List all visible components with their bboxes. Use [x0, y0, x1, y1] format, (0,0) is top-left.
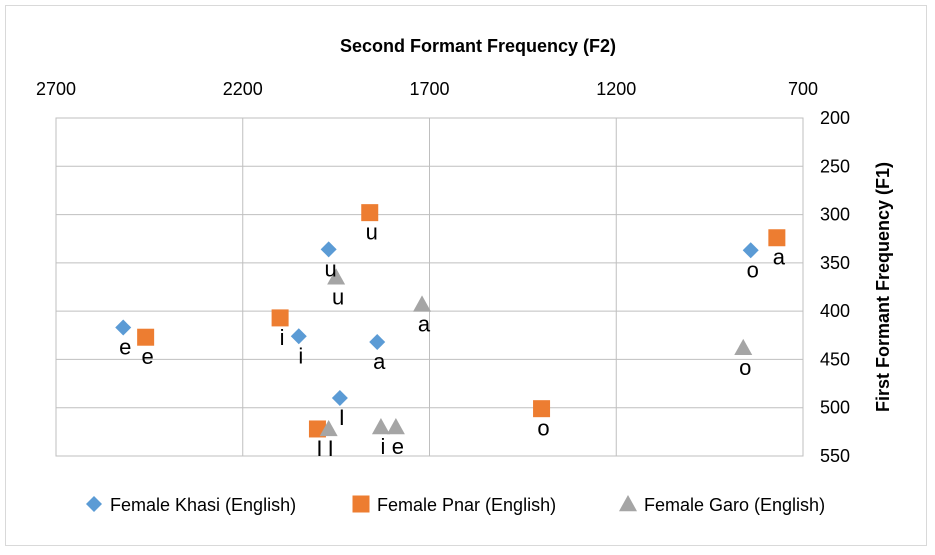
point-label: i [280, 325, 285, 350]
x-tick-label: 700 [788, 79, 818, 99]
chart-frame: 2700 2200 1700 1200 700 200 250 300 350 400 450 500… [5, 5, 927, 546]
y-tick-label: 550 [820, 446, 850, 466]
legend-marker [86, 496, 102, 512]
point-label: a [373, 349, 386, 374]
point-label: I [328, 436, 334, 461]
point-label: i [298, 343, 303, 368]
x-tick-label: 2700 [36, 79, 76, 99]
point-label: o [537, 416, 549, 441]
y-tick-label: 200 [820, 108, 850, 128]
data-point [371, 418, 390, 435]
legend-entry: Female Pnar (English) [377, 495, 556, 515]
data-point [734, 338, 753, 356]
data-point [115, 319, 132, 336]
legend-marker [619, 495, 637, 512]
point-label: e [142, 344, 154, 369]
point-label: I [339, 405, 345, 430]
x-tick-label: 1700 [409, 79, 449, 99]
data-point [742, 242, 759, 259]
y-tick-label: 500 [820, 398, 850, 418]
point-label: o [747, 257, 759, 282]
data-point [533, 400, 551, 418]
data-point [320, 241, 337, 258]
y-tick-label: 300 [820, 205, 850, 225]
data-point [290, 328, 307, 345]
data-point [271, 309, 289, 327]
data-point [319, 419, 338, 437]
data-point [331, 390, 348, 407]
y-axis-title: First Formant Frequency (F1) [873, 162, 893, 412]
legend-marker [352, 495, 370, 513]
point-label: a [773, 245, 786, 270]
point-label: u [366, 220, 378, 245]
x-tick-label: 1200 [596, 79, 636, 99]
gridlines [55, 117, 804, 457]
y-tick-label: 350 [820, 253, 850, 273]
legend-entry: Female Khasi (English) [110, 495, 296, 515]
data-point [361, 204, 379, 222]
data-point [137, 328, 155, 346]
point-label: o [739, 355, 751, 380]
data-points [115, 204, 786, 438]
data-point [768, 229, 786, 247]
legend: Female Khasi (English) Female Pnar (Engli… [86, 495, 825, 515]
y-tick-label: 400 [820, 301, 850, 321]
data-point [369, 334, 386, 351]
point-label: i [380, 434, 385, 459]
point-label: u [325, 256, 337, 281]
point-label: I [316, 436, 322, 461]
point-label: e [392, 434, 404, 459]
point-label: e [119, 335, 131, 360]
y-tick-label: 250 [820, 156, 850, 176]
data-point [327, 268, 346, 285]
data-point [386, 418, 405, 435]
legend-entry: Female Garo (English) [644, 495, 825, 515]
data-point [413, 295, 432, 312]
y-tick-label: 450 [820, 349, 850, 369]
point-label: a [418, 311, 431, 336]
point-label: u [332, 284, 344, 309]
x-axis-title: Second Formant Frequency (F2) [340, 36, 616, 56]
x-tick-label: 2200 [223, 79, 263, 99]
